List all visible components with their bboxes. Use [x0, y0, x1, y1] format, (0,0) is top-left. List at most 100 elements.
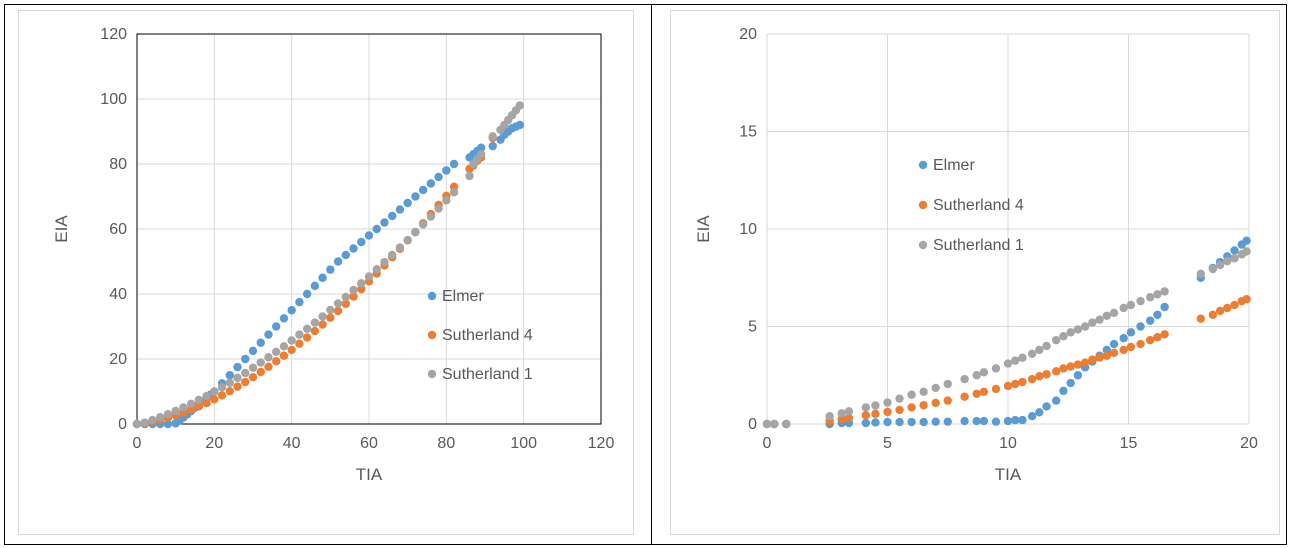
- data-point: [132, 419, 142, 429]
- data-point: [287, 336, 296, 345]
- panel-divider: [651, 4, 652, 545]
- data-point: [225, 378, 234, 387]
- data-point: [1145, 335, 1155, 345]
- x-tick-label: 60: [360, 435, 378, 452]
- data-point: [302, 289, 312, 299]
- data-point: [418, 220, 428, 229]
- data-point: [233, 373, 242, 383]
- data-point: [1136, 296, 1145, 306]
- data-point: [210, 387, 219, 397]
- data-point: [979, 416, 989, 426]
- data-point: [279, 351, 289, 360]
- y-axis-label: EIA: [694, 215, 713, 243]
- data-point: [272, 322, 281, 331]
- data-point: [1073, 325, 1083, 334]
- y-tick-label: 20: [109, 351, 127, 368]
- data-point: [279, 314, 289, 323]
- data-point: [357, 284, 366, 294]
- data-point: [449, 188, 459, 197]
- data-point: [248, 373, 258, 382]
- data-point: [1073, 371, 1083, 380]
- data-point: [991, 384, 1001, 394]
- data-point: [488, 132, 497, 141]
- data-point: [186, 405, 196, 414]
- data-point: [943, 379, 952, 389]
- data-point: [837, 409, 846, 418]
- legend-marker: [427, 330, 437, 340]
- data-point: [1066, 328, 1075, 337]
- data-point: [1109, 308, 1119, 318]
- data-point: [225, 386, 234, 396]
- y-tick-label: 10: [739, 221, 757, 238]
- x-tick-label: 0: [763, 435, 772, 452]
- data-point: [186, 399, 196, 409]
- data-point: [1035, 408, 1044, 417]
- data-point: [943, 396, 952, 405]
- data-point: [861, 418, 871, 428]
- data-point: [895, 394, 904, 403]
- data-point: [991, 417, 1001, 426]
- data-point: [1109, 339, 1119, 349]
- data-point: [333, 299, 343, 308]
- data-point: [1136, 322, 1145, 331]
- x-tick-label: 40: [283, 435, 301, 452]
- data-point: [883, 398, 892, 407]
- data-point: [1119, 334, 1128, 343]
- data-point: [1080, 322, 1090, 331]
- data-point: [1196, 269, 1205, 279]
- chart-right: 0 5 10 15 20 0 5 10 15 20 TIA EIA Elmer Sutherland 4 S…: [670, 10, 1280, 535]
- data-point: [1230, 300, 1239, 310]
- data-point: [1052, 367, 1061, 376]
- data-point: [1011, 415, 1020, 425]
- data-point: [194, 395, 204, 405]
- data-point: [1153, 310, 1162, 319]
- data-point: [148, 415, 157, 425]
- data-point: [233, 382, 242, 391]
- series-sutherland-1: [132, 101, 524, 429]
- x-tick-label: 80: [437, 435, 455, 452]
- data-point: [1059, 332, 1068, 341]
- data-point: [171, 406, 180, 416]
- data-point: [1042, 341, 1051, 351]
- data-point: [264, 353, 273, 362]
- data-point: [403, 198, 412, 208]
- data-point: [364, 272, 374, 281]
- data-point: [1027, 374, 1037, 384]
- data-point: [1003, 416, 1013, 426]
- y-tick-label: 5: [748, 319, 757, 336]
- data-point: [310, 326, 320, 336]
- data-point: [1119, 345, 1128, 355]
- data-point: [861, 411, 871, 420]
- y-axis-label: EIA: [52, 215, 71, 243]
- data-point: [991, 364, 1001, 373]
- data-point: [272, 347, 281, 357]
- y-tick-label: 40: [109, 286, 127, 303]
- data-point: [844, 413, 854, 423]
- data-point: [403, 235, 412, 245]
- data-point: [931, 417, 940, 426]
- data-point: [883, 417, 892, 427]
- data-point: [395, 243, 405, 252]
- data-point: [256, 338, 265, 347]
- data-point: [895, 405, 904, 415]
- y-tick-label: 80: [109, 156, 127, 173]
- data-point: [256, 367, 265, 377]
- outer-frame: [4, 4, 1287, 545]
- data-point: [442, 196, 451, 205]
- data-point: [295, 330, 304, 339]
- data-point: [1223, 256, 1232, 266]
- data-point: [907, 417, 916, 427]
- data-point: [333, 257, 343, 266]
- data-point: [1088, 318, 1097, 327]
- data-point: [210, 395, 219, 404]
- data-point: [1066, 378, 1075, 388]
- data-point: [442, 166, 451, 175]
- data-point: [434, 204, 443, 213]
- series-elmer: [762, 236, 1251, 429]
- data-point: [895, 417, 904, 427]
- data-point: [960, 374, 969, 384]
- data-point: [1223, 303, 1232, 313]
- y-tick-label: 20: [739, 26, 757, 43]
- x-axis-label: TIA: [995, 465, 1022, 484]
- legend-label: Sutherland 4: [933, 197, 1024, 214]
